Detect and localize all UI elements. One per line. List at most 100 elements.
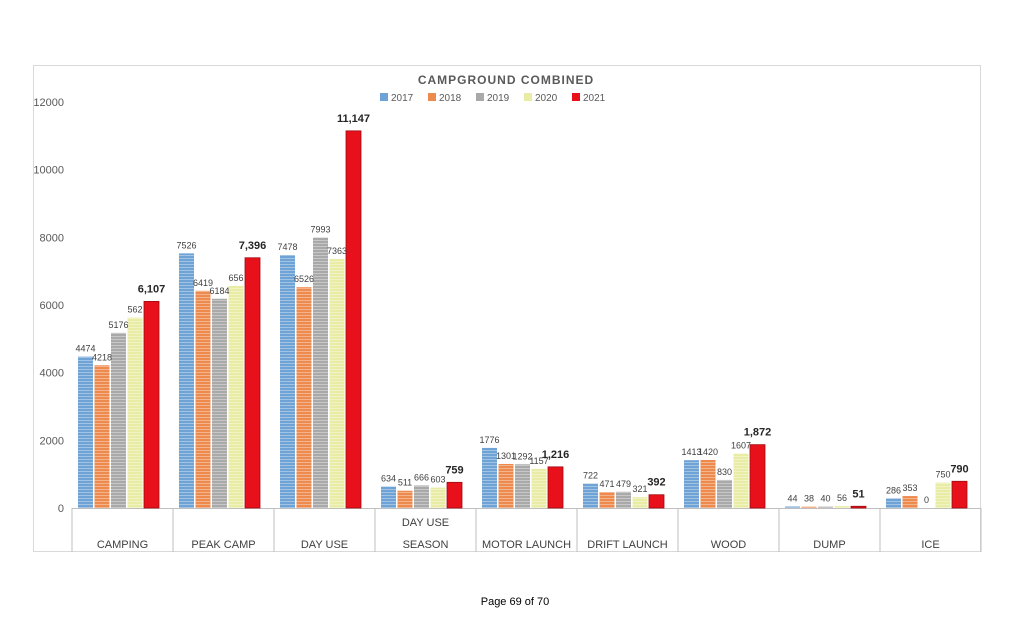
data-label: 830 (717, 467, 732, 477)
bar-texture (801, 506, 817, 508)
bar-texture (329, 258, 345, 508)
data-label: 6,107 (138, 283, 166, 295)
y-tick-label: 10000 (33, 165, 64, 177)
data-label: 6526 (294, 274, 314, 284)
x-tick-label: DUMP (813, 539, 845, 551)
legend-label: 2018 (439, 93, 462, 104)
data-label: 1,216 (542, 449, 570, 461)
bar (547, 466, 564, 509)
data-label: 6184 (209, 286, 229, 296)
data-label: 4218 (92, 352, 112, 362)
bar-texture (886, 498, 901, 508)
bar-texture (280, 254, 295, 508)
bar-texture (381, 486, 396, 508)
bar-texture (430, 487, 446, 508)
data-label: 56 (837, 493, 847, 503)
legend-item-2017: 2017 (380, 93, 414, 104)
y-tick-label: 12000 (33, 97, 64, 109)
y-tick-label: 2000 (40, 435, 64, 447)
bar-texture (583, 483, 598, 508)
data-label: 1292 (512, 451, 532, 461)
y-tick-label: 6000 (40, 300, 64, 312)
data-label: 471 (599, 479, 614, 489)
data-label: 7526 (176, 240, 196, 250)
data-label: 353 (902, 483, 917, 493)
bar-texture (785, 506, 800, 508)
x-tick-label: DAY USE (301, 539, 348, 551)
data-label: 6419 (193, 278, 213, 288)
x-tick-label: ICE (921, 539, 939, 551)
y-tick-label: 4000 (40, 368, 64, 380)
legend-item-2019: 2019 (476, 93, 510, 104)
legend-item-2020: 2020 (524, 93, 558, 104)
x-tick-sublabel: DAY USE (402, 517, 449, 529)
data-label: 7478 (277, 242, 297, 252)
bar-texture (313, 237, 328, 508)
bar-texture (94, 365, 110, 508)
data-label: 11,147 (337, 113, 370, 125)
bar-texture (616, 491, 631, 508)
data-label: 750 (935, 470, 950, 480)
x-tick-label: WOOD (711, 539, 746, 551)
bar-texture (195, 290, 211, 508)
data-label: 1,872 (744, 427, 772, 439)
data-label: 321 (632, 484, 647, 494)
y-tick-label: 8000 (40, 232, 64, 244)
data-label: 1413 (681, 447, 701, 457)
data-label: 656 (228, 273, 243, 283)
data-label: 603 (430, 475, 445, 485)
bar-texture (902, 496, 918, 508)
legend-swatch (476, 93, 484, 101)
bar-texture (482, 447, 497, 508)
bar (345, 130, 362, 509)
legend-swatch (428, 93, 436, 101)
x-tick-label: CAMPING (97, 539, 148, 551)
x-tick-label: MOTOR LAUNCH (482, 539, 571, 551)
data-label: 562 (127, 305, 142, 315)
data-label: 722 (583, 471, 598, 481)
bar-texture (733, 453, 749, 508)
data-label: 1301 (496, 451, 516, 461)
data-label: 44 (787, 494, 797, 504)
bar-texture (717, 479, 732, 508)
bar-group (78, 130, 968, 509)
data-label: 7363 (327, 246, 347, 256)
data-label: 38 (804, 494, 814, 504)
bar-texture (531, 468, 547, 508)
y-axis: 0 2000 4000 6000 8000 10000 12000 (33, 97, 64, 515)
data-label: 511 (398, 478, 412, 488)
bar-texture (498, 463, 514, 508)
legend-label: 2017 (391, 93, 414, 104)
bar (446, 481, 463, 509)
legend-swatch (524, 93, 532, 101)
data-label: 5176 (108, 320, 128, 330)
data-label: 634 (381, 474, 396, 484)
data-label: 392 (647, 477, 665, 489)
chart-area (33, 65, 981, 552)
bar (648, 494, 665, 509)
bar (951, 480, 968, 509)
bar-chart: CAMPGROUND COMBINED 2017 2018 2019 2020 2021… (33, 73, 982, 552)
bar-texture (700, 459, 716, 508)
chart-legend: 2017 2018 2019 2020 2021 (380, 93, 606, 104)
bar-texture (632, 497, 648, 508)
data-label: 1776 (479, 435, 499, 445)
bar-texture (127, 317, 143, 508)
bar-texture (228, 285, 244, 508)
x-tick-label: PEAK CAMP (191, 539, 255, 551)
data-label: 286 (886, 485, 901, 495)
data-label: 0 (924, 495, 929, 505)
bar-texture (296, 287, 312, 508)
data-label: 7,396 (239, 240, 267, 252)
legend-item-2018: 2018 (428, 93, 462, 104)
legend-swatch (380, 93, 388, 101)
bar-texture (78, 356, 93, 508)
data-label: 1607 (731, 441, 751, 451)
x-tick-label: SEASON (403, 539, 449, 551)
data-label: 790 (950, 463, 968, 475)
legend-label: 2021 (583, 93, 606, 104)
data-label: 759 (445, 464, 463, 476)
bar-texture (515, 464, 530, 508)
bar-texture (212, 298, 227, 508)
